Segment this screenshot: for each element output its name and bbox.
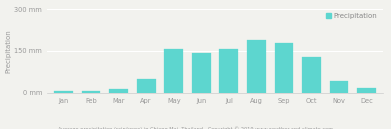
Bar xyxy=(274,43,293,93)
Bar xyxy=(357,88,376,93)
Bar xyxy=(109,89,128,93)
Bar xyxy=(82,91,100,93)
Bar xyxy=(302,57,321,93)
Bar xyxy=(192,53,211,93)
Y-axis label: Precipitation: Precipitation xyxy=(5,29,11,73)
Bar xyxy=(164,49,183,93)
Bar xyxy=(219,49,238,93)
Bar xyxy=(330,81,348,93)
Bar xyxy=(54,91,73,93)
Legend: Precipitation: Precipitation xyxy=(323,11,380,21)
Bar xyxy=(137,79,156,93)
Bar xyxy=(247,40,266,93)
Text: Average precipitation (rain/snow) in Chiang Mai, Thailand   Copyright © 2019 www: Average precipitation (rain/snow) in Chi… xyxy=(58,126,333,129)
